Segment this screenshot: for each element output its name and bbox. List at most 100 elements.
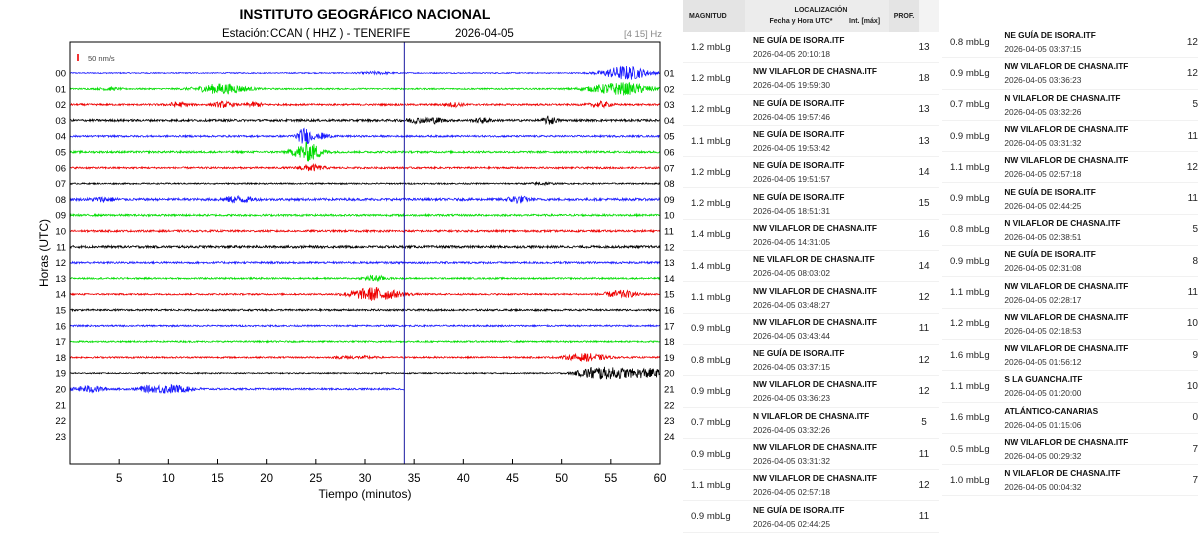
event-row[interactable]: 0.8 mbLg NE GUÍA DE ISORA.ITF 2026-04-05 0… [942, 27, 1198, 59]
event-time: 2026-04-05 00:04:32 [1004, 482, 1082, 493]
hour-label-right: 23 [664, 416, 675, 427]
event-region[interactable]: NW VILAFLOR DE CHASNA.ITF [1004, 343, 1129, 354]
event-row[interactable]: 1.2 mbLg NE GUÍA DE ISORA.ITF 2026-04-05 1… [683, 95, 939, 126]
header-intensity[interactable]: Int. [máx] [849, 18, 881, 25]
event-region[interactable]: N VILAFLOR DE CHASNA.ITF [1004, 92, 1121, 103]
event-depth: 15 [918, 198, 930, 210]
hour-label-right: 08 [664, 179, 675, 190]
event-region[interactable]: NW VILAFLOR DE CHASNA.ITF [1004, 124, 1129, 135]
seismic-trace-07 [69, 180, 661, 187]
event-row[interactable]: 1.2 mbLg NE GUÍA DE ISORA.ITF 2026-04-05 2… [683, 32, 939, 64]
event-magnitude: 1.2 mbLg [691, 104, 731, 116]
event-row[interactable]: 0.5 mbLg NW VILAFLOR DE CHASNA.ITF 2026-04… [942, 434, 1198, 466]
event-region[interactable]: NW VILAFLOR DE CHASNA.ITF [1004, 61, 1129, 72]
event-magnitude: 1.1 mbLg [691, 479, 731, 491]
event-region[interactable]: ATLÁNTICO-CANARIAS [1004, 405, 1099, 416]
hour-label-left: 10 [55, 227, 66, 238]
event-location: NW VILAFLOR DE CHASNA.ITF 2026-04-05 03:3… [749, 379, 909, 403]
event-row[interactable]: 1.1 mbLg NW VILAFLOR DE CHASNA.ITF 2026-04… [683, 470, 939, 502]
event-row[interactable]: 1.2 mbLg NE GUÍA DE ISORA.ITF 2026-04-05 1… [683, 157, 939, 189]
events-list-right: 0.8 mbLg NE GUÍA DE ISORA.ITF 2026-04-05 0… [942, 0, 1198, 497]
event-region[interactable]: NW VILAFLOR DE CHASNA.ITF [753, 66, 877, 77]
event-row[interactable]: 0.7 mbLg N VILAFLOR DE CHASNA.ITF 2026-04-… [942, 90, 1198, 121]
event-region[interactable]: NE GUÍA DE ISORA.ITF [753, 191, 845, 202]
event-row[interactable]: 1.4 mbLg NE VILAFLOR DE CHASNA.ITF 2026-04… [683, 251, 939, 283]
event-depth: 12 [918, 479, 930, 491]
event-region[interactable]: NW VILAFLOR DE CHASNA.ITF [753, 285, 877, 296]
event-region[interactable]: NW VILAFLOR DE CHASNA.ITF [753, 442, 877, 452]
event-region[interactable]: N VILAFLOR DE CHASNA.ITF [1004, 217, 1121, 228]
x-tick-label: 30 [359, 473, 372, 485]
event-row[interactable]: 1.4 mbLg NW VILAFLOR DE CHASNA.ITF 2026-04… [683, 220, 939, 252]
event-row[interactable]: 1.0 mbLg N VILAFLOR DE CHASNA.ITF 2026-04-… [942, 465, 1198, 497]
event-region[interactable]: NE GUÍA DE ISORA.ITF [1004, 249, 1096, 260]
event-row[interactable]: 1.1 mbLg S LA GUANCHA.ITF 2026-04-05 01:20… [942, 371, 1198, 403]
event-row[interactable]: 0.9 mbLg NW VILAFLOR DE CHASNA.ITF 2026-04… [683, 439, 939, 471]
event-row[interactable]: 1.1 mbLg NW VILAFLOR DE CHASNA.ITF 2026-04… [942, 152, 1198, 184]
event-location: NW VILAFLOR DE CHASNA.ITF 2026-04-05 02:5… [1000, 155, 1163, 179]
event-region[interactable]: NW VILAFLOR DE CHASNA.ITF [1004, 311, 1129, 322]
event-location: NW VILAFLOR DE CHASNA.ITF 2026-04-05 00:2… [1000, 437, 1163, 461]
event-region[interactable]: NE GUÍA DE ISORA.ITF [753, 35, 845, 46]
event-region[interactable]: NW VILAFLOR DE CHASNA.ITF [1004, 280, 1129, 291]
event-region[interactable]: NE VILAFLOR DE CHASNA.ITF [753, 254, 875, 265]
event-row[interactable]: 0.9 mbLg NW VILAFLOR DE CHASNA.ITF 2026-04… [942, 58, 1198, 90]
event-region[interactable]: NW VILAFLOR DE CHASNA.ITF [753, 473, 877, 484]
event-depth: 11 [1187, 130, 1198, 142]
hour-label-left: 02 [55, 100, 66, 111]
event-region[interactable]: NE GUÍA DE ISORA.ITF [753, 97, 845, 108]
hour-label-left: 03 [55, 116, 66, 127]
event-location: N VILAFLOR DE CHASNA.ITF 2026-04-05 02:38… [1000, 218, 1163, 242]
event-region[interactable]: N VILAFLOR DE CHASNA.ITF [1004, 468, 1121, 479]
hour-label-left: 20 [55, 385, 66, 396]
event-row[interactable]: 1.1 mbLg NW VILAFLOR DE CHASNA.ITF 2026-04… [683, 282, 939, 314]
event-row[interactable]: 0.9 mbLg NE GUÍA DE ISORA.ITF 2026-04-05 0… [942, 183, 1198, 215]
event-region[interactable]: NE GUÍA DE ISORA.ITF [753, 129, 845, 140]
hour-label-right: 16 [664, 306, 675, 317]
event-region[interactable]: NE GUÍA DE ISORA.ITF [1004, 30, 1096, 41]
header-magnitude[interactable]: MAGNITUD [683, 0, 745, 32]
event-region[interactable]: NE GUÍA DE ISORA.ITF [753, 504, 845, 515]
hour-label-left: 21 [55, 400, 66, 411]
event-row[interactable]: 0.9 mbLg NE GUÍA DE ISORA.ITF 2026-04-05 0… [683, 501, 939, 533]
event-row[interactable]: 0.8 mbLg N VILAFLOR DE CHASNA.ITF 2026-04-… [942, 215, 1198, 247]
table-header: MAGNITUD LOCALIZACIÓN Fecha y Hora UTC* … [683, 0, 939, 32]
event-row[interactable]: 0.9 mbLg NW VILAFLOR DE CHASNA.ITF 2026-04… [683, 376, 939, 408]
event-time: 2026-04-05 01:15:06 [1004, 419, 1082, 430]
event-region[interactable]: NW VILAFLOR DE CHASNA.ITF [753, 222, 877, 233]
event-region[interactable]: S LA GUANCHA.ITF [1004, 374, 1083, 385]
event-row[interactable]: 1.6 mbLg NW VILAFLOR DE CHASNA.ITF 2026-04… [942, 340, 1198, 372]
event-region[interactable]: NW VILAFLOR DE CHASNA.ITF [1004, 155, 1129, 166]
event-row[interactable]: 1.2 mbLg NE GUÍA DE ISORA.ITF 2026-04-05 1… [683, 188, 939, 220]
seismic-trace-15 [69, 307, 661, 313]
header-location-title[interactable]: LOCALIZACIÓN [794, 7, 848, 14]
event-row[interactable]: 1.2 mbLg NW VILAFLOR DE CHASNA.ITF 2026-04… [683, 63, 939, 95]
event-row[interactable]: 1.2 mbLg NW VILAFLOR DE CHASNA.ITF 2026-04… [942, 309, 1198, 340]
event-region[interactable]: NE GUÍA DE ISORA.ITF [753, 348, 845, 359]
header-depth[interactable]: PROF. [889, 0, 919, 32]
event-row[interactable]: 1.6 mbLg ATLÁNTICO-CANARIAS 2026-04-05 01:… [942, 403, 1198, 434]
event-row[interactable]: 0.9 mbLg NW VILAFLOR DE CHASNA.ITF 2026-04… [683, 314, 939, 345]
event-region[interactable]: N VILAFLOR DE CHASNA.ITF [753, 410, 870, 421]
event-magnitude: 1.6 mbLg [950, 412, 990, 424]
hour-label-left: 11 [56, 242, 66, 253]
hour-label-left: 19 [55, 369, 66, 380]
event-row[interactable]: 1.1 mbLg NE GUÍA DE ISORA.ITF 2026-04-05 1… [683, 126, 939, 158]
event-region[interactable]: NE GUÍA DE ISORA.ITF [753, 160, 845, 171]
event-location: NE GUÍA DE ISORA.ITF 2026-04-05 19:51:57 [749, 160, 909, 184]
event-region[interactable]: NE GUÍA DE ISORA.ITF [1004, 186, 1096, 197]
event-row[interactable]: 1.1 mbLg NW VILAFLOR DE CHASNA.ITF 2026-04… [942, 277, 1198, 309]
event-row[interactable]: 0.8 mbLg NE GUÍA DE ISORA.ITF 2026-04-05 0… [683, 345, 939, 377]
event-region[interactable]: NW VILAFLOR DE CHASNA.ITF [753, 379, 877, 390]
header-datetime[interactable]: Fecha y Hora UTC* [769, 18, 833, 25]
event-row[interactable]: 0.9 mbLg NE GUÍA DE ISORA.ITF 2026-04-05 0… [942, 246, 1198, 278]
event-row[interactable]: 0.9 mbLg NW VILAFLOR DE CHASNA.ITF 2026-04… [942, 121, 1198, 153]
event-region[interactable]: NW VILAFLOR DE CHASNA.ITF [1004, 437, 1129, 447]
event-depth: 11 [1187, 287, 1198, 299]
event-location: NW VILAFLOR DE CHASNA.ITF 2026-04-05 03:3… [1000, 124, 1163, 148]
event-magnitude: 0.9 mbLg [950, 193, 990, 205]
event-time: 2026-04-05 08:03:02 [753, 268, 831, 279]
event-row[interactable]: 0.7 mbLg N VILAFLOR DE CHASNA.ITF 2026-04-… [683, 408, 939, 439]
event-region[interactable]: NW VILAFLOR DE CHASNA.ITF [753, 316, 877, 327]
event-depth: 11 [918, 511, 930, 523]
